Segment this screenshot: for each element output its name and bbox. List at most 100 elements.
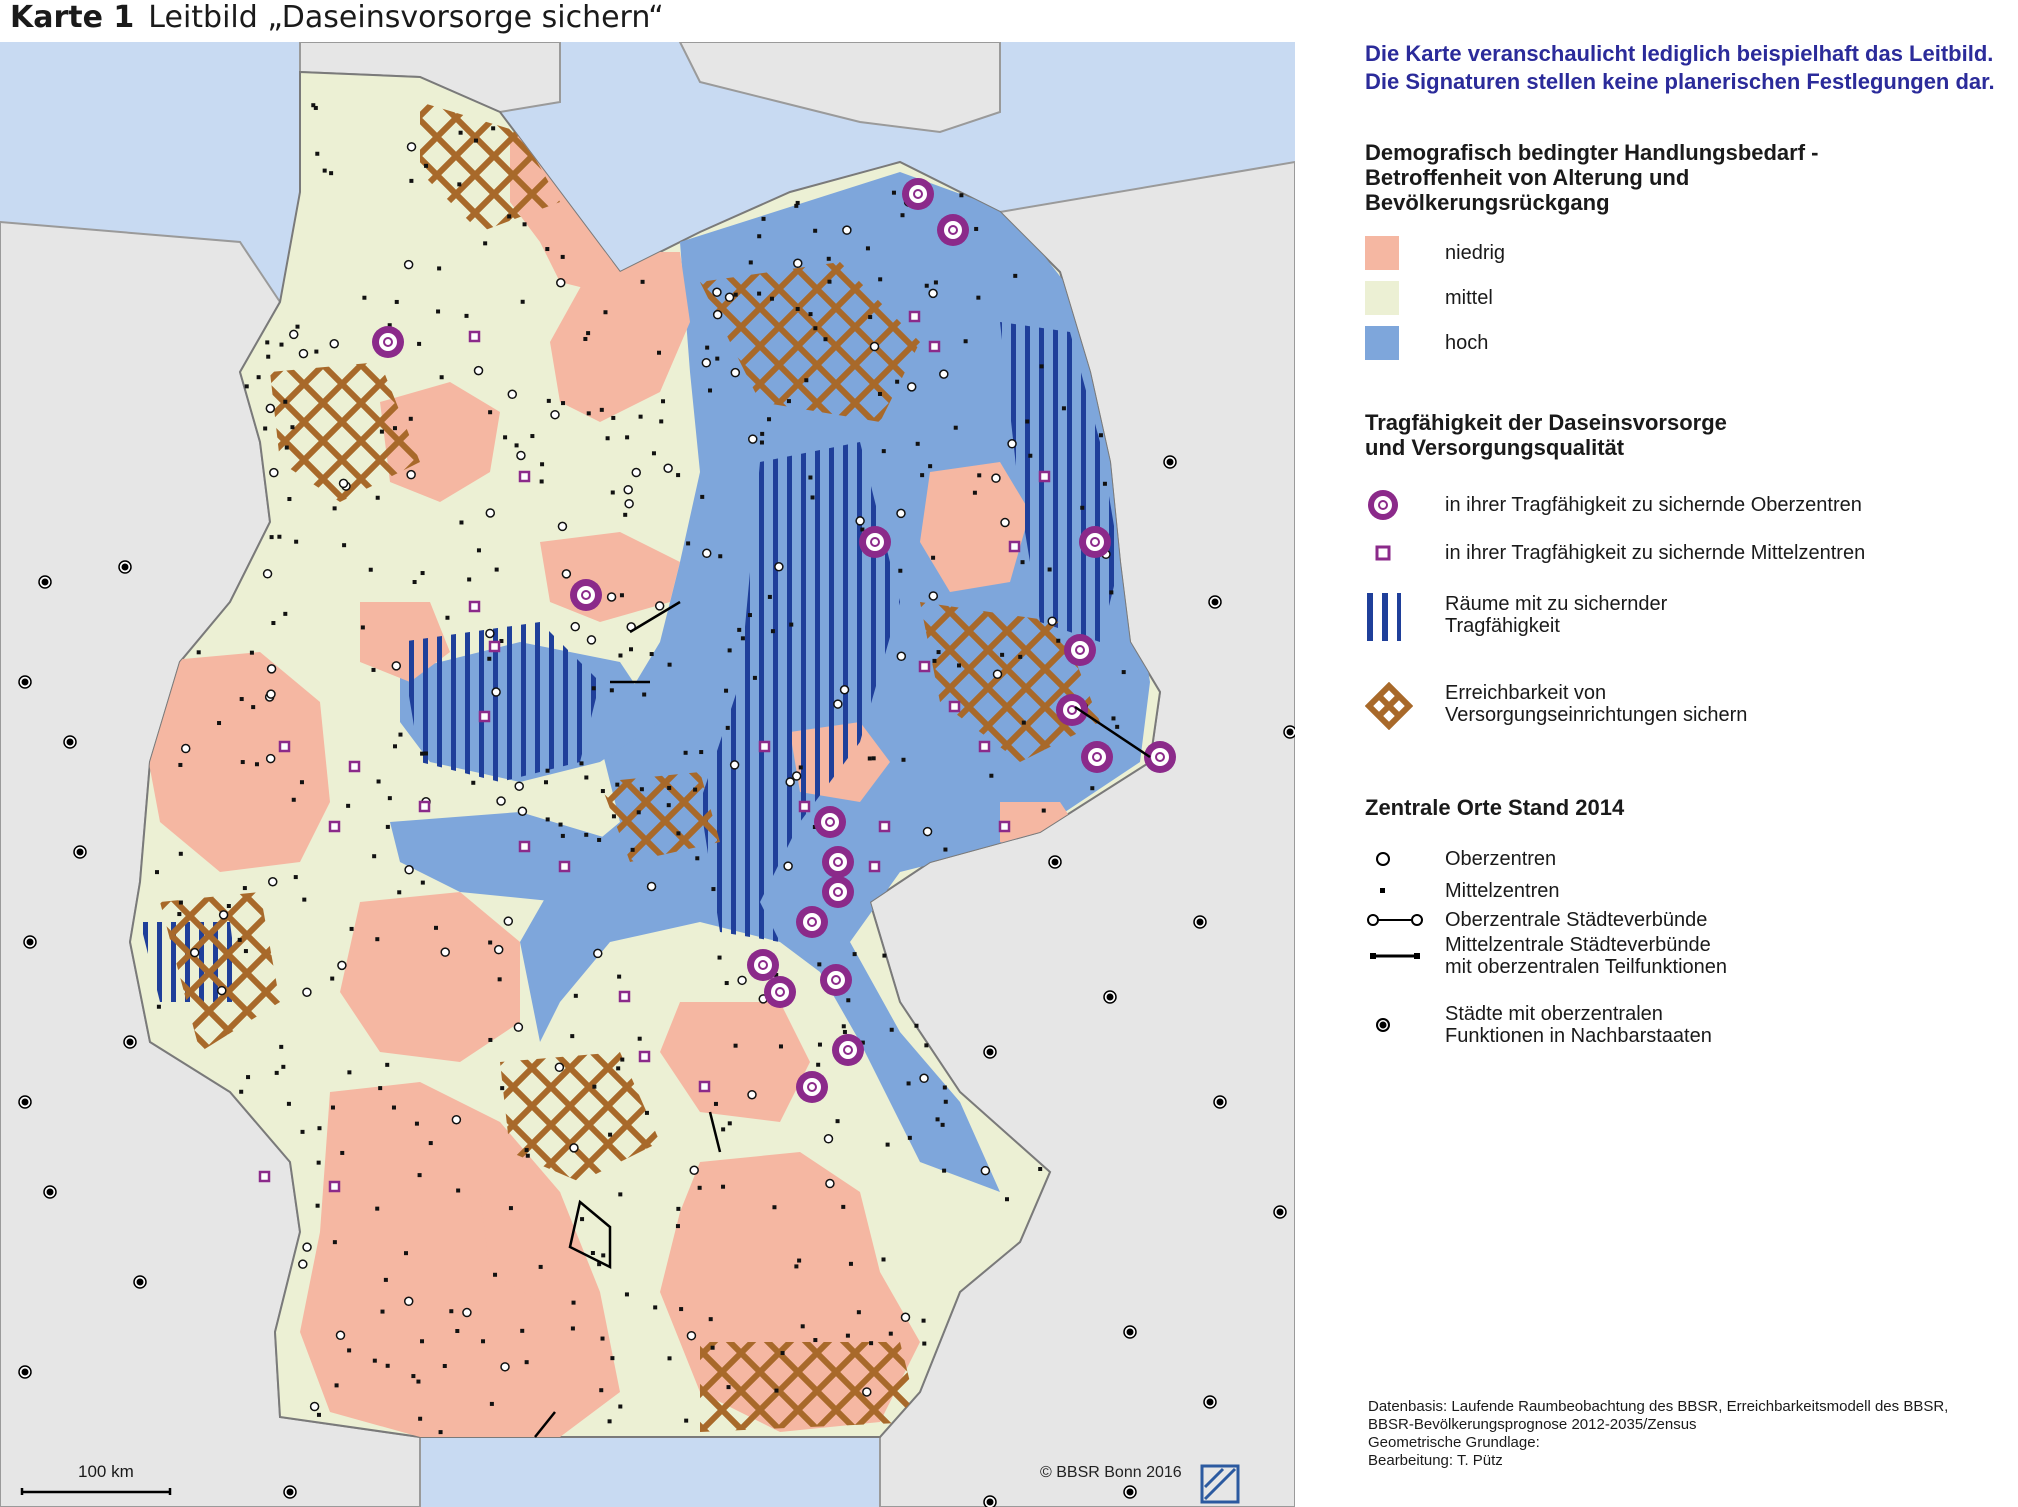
mittelzentrum-marker — [489, 1401, 494, 1406]
mittelzentrum-marker — [607, 1419, 612, 1424]
mittelzentrum-marker — [317, 1126, 322, 1131]
oberzentrum-marker — [309, 1401, 320, 1412]
oberzentrum-marker — [491, 687, 501, 697]
mittelzentrum-marker — [640, 279, 645, 284]
oberzentrum-marker — [724, 292, 735, 303]
mittelzentrum-marker — [520, 299, 525, 304]
oberzentrum-marker — [500, 1362, 510, 1372]
legend-item-erreichbarkeit: Erreichbarkeit von Versorgungseinrichtun… — [1365, 682, 1747, 730]
mittelzentrum-marker — [385, 1363, 390, 1368]
oberzentrum-marker — [513, 1022, 524, 1032]
oberzentrum-marker — [701, 548, 712, 559]
oberzentrum-marker — [855, 516, 865, 526]
mittelzentrum-marker — [561, 401, 566, 406]
mittelzentrum-marker — [936, 650, 941, 655]
mittelzentrum-marker — [959, 193, 964, 198]
mittelzentrum-marker — [491, 126, 496, 131]
oberzentrum-marker — [712, 287, 722, 298]
mittelzentrum-sichern-marker — [638, 1050, 651, 1063]
mittelzentrum-marker — [808, 312, 813, 317]
mittelzentrum-marker — [920, 473, 925, 478]
mittelzentrum-sichern-marker — [698, 1080, 711, 1093]
mittelzentrum-marker — [283, 611, 288, 616]
mittelzentrum-marker — [774, 1388, 779, 1393]
mittelzentrum-sichern-marker — [798, 800, 811, 813]
mittelzentrum-marker — [636, 810, 641, 815]
oberzentrum-marker — [606, 592, 617, 602]
brown-crosshatch-icon — [1365, 682, 1413, 730]
mittelzentrum-marker — [346, 803, 351, 808]
mittelzentrum-marker — [379, 429, 384, 434]
swatch-medium-icon — [1365, 281, 1399, 315]
mittelzentrum-marker — [898, 568, 903, 573]
mittelzentrum-marker — [487, 656, 492, 661]
black-dot-circle-icon — [1365, 1007, 1401, 1043]
mittelzentrum-marker — [725, 725, 730, 730]
mittelzentrum-marker — [700, 494, 705, 499]
oberzentrum-marker — [217, 985, 227, 996]
oberzentrum-marker — [267, 877, 278, 887]
mittelzentrum-marker — [683, 750, 688, 755]
mittelzentrum-marker — [314, 349, 319, 354]
mittelzentrum-marker — [500, 1086, 505, 1091]
mittelzentrum-marker — [1020, 560, 1025, 565]
oberzentrum-marker — [485, 628, 495, 639]
mittelzentrum-marker — [774, 972, 779, 977]
mittelzentrum-marker — [772, 1205, 777, 1210]
stripes-area-northeast — [1000, 322, 1120, 642]
oberzentrum-marker — [557, 521, 568, 532]
oberzentrum-marker — [189, 947, 200, 958]
mittelzentrum-marker — [871, 756, 876, 761]
mittelzentrum-sichern-marker — [348, 760, 361, 773]
mittelzentrum-marker — [977, 473, 982, 478]
mittelzentrum-marker — [1090, 786, 1095, 791]
oberzentrum-marker — [1000, 517, 1010, 528]
oberzentrum-marker — [493, 944, 504, 955]
oberzentrum-marker — [561, 569, 572, 579]
mittelzentrum-marker — [759, 440, 764, 445]
mittelzentrum-marker — [279, 342, 284, 347]
mittelzentrum-marker — [860, 1040, 865, 1045]
neighbor-city-marker-core — [126, 1038, 134, 1046]
oberzentrum-marker — [289, 329, 299, 340]
stripes-area-central — [400, 622, 600, 782]
mittelzentrum-marker — [620, 1057, 625, 1062]
oberzentrum-sichern-marker-core — [831, 975, 841, 985]
mittelzentrum-marker — [599, 407, 604, 412]
mittelzentrum-marker — [522, 222, 527, 227]
mittelzentrum-marker — [294, 539, 299, 544]
oberzentrum-marker — [298, 348, 309, 359]
mittelzentrum-marker — [437, 266, 442, 271]
neighbor-city-marker-core — [1286, 728, 1294, 736]
mittelzentrum-marker — [1061, 406, 1066, 411]
map-canvas[interactable] — [0, 42, 1295, 1507]
hatch-area-east — [700, 262, 920, 422]
mittelzentrum-marker — [642, 692, 647, 697]
mittelzentrum-sichern-marker — [328, 1180, 341, 1193]
mittelzentrum-marker — [907, 1135, 912, 1140]
mittelzentrum-marker — [676, 473, 681, 478]
mittelzentrum-marker — [699, 750, 704, 755]
mittelzentrum-marker — [727, 648, 732, 653]
mittelzentrum-marker — [295, 324, 300, 329]
oberzentrum-marker — [839, 685, 850, 695]
mittelzentrum-marker — [269, 535, 274, 540]
mittelzentrum-sichern-marker — [918, 660, 931, 673]
mittelzentrum-sichern-marker — [928, 340, 941, 353]
neighbor-city-marker-core — [1216, 1098, 1224, 1106]
mittelzentrum-marker — [852, 952, 857, 957]
oberzentrum-marker — [517, 806, 528, 817]
mittelzentrum-marker — [924, 1043, 929, 1048]
mittelzentrum-marker — [376, 779, 381, 784]
stripes-area-east — [700, 442, 900, 942]
mittelzentrum-marker — [924, 283, 929, 288]
disclaimer-line-1: Die Karte veranschaulicht lediglich beis… — [1365, 41, 1994, 66]
oberzentrum-marker — [991, 473, 1001, 483]
oberzentrum-marker — [783, 861, 793, 871]
oberzentrum-marker — [774, 561, 784, 572]
mittelzentrum-marker — [659, 419, 664, 424]
mittelzentrum-marker — [322, 168, 327, 173]
purple-square-icon — [1365, 535, 1401, 571]
neighbor-city-marker-core — [1206, 1398, 1214, 1406]
oberzentrum-marker — [737, 975, 747, 986]
